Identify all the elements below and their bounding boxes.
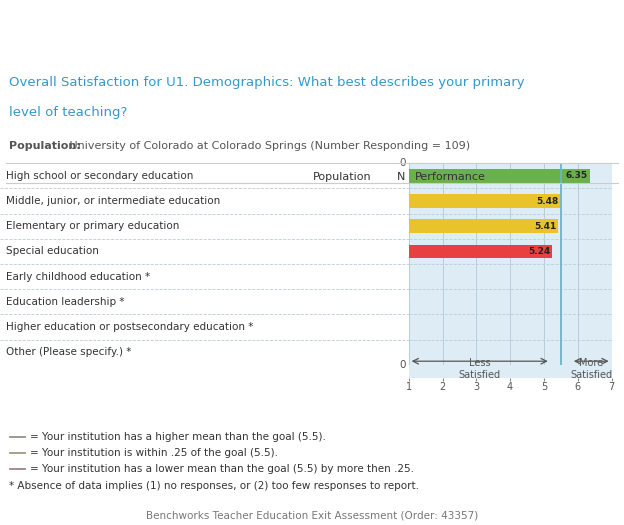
Text: level of teaching?: level of teaching? — [9, 106, 128, 119]
Text: Benchworks Teacher Education Exit Assessment (Order: 43357): Benchworks Teacher Education Exit Assess… — [146, 510, 478, 521]
Text: Middle, junior, or intermediate education: Middle, junior, or intermediate educatio… — [6, 196, 220, 206]
Text: Education leadership *: Education leadership * — [6, 297, 125, 307]
Text: Population:: Population: — [9, 141, 81, 151]
Bar — [409, 194, 560, 208]
Text: Less
Satisfied: Less Satisfied — [459, 359, 501, 380]
Text: N: N — [397, 172, 406, 182]
Bar — [9, 436, 25, 437]
Text: Overall Satisfaction for U1. Demographics: What best describes your primary: Overall Satisfaction for U1. Demographic… — [9, 76, 525, 89]
Text: = Your institution has a higher mean than the goal (5.5).: = Your institution has a higher mean tha… — [30, 432, 326, 442]
Bar — [409, 169, 590, 183]
Text: Other (Please specify.) *: Other (Please specify.) * — [6, 347, 132, 358]
Text: Higher education or postsecondary education *: Higher education or postsecondary educat… — [6, 322, 253, 332]
Text: Early childhood education *: Early childhood education * — [6, 271, 150, 282]
Text: Elementary or primary education: Elementary or primary education — [6, 221, 180, 232]
Bar — [9, 468, 25, 469]
Text: 5.41: 5.41 — [534, 222, 556, 231]
Text: 5.24: 5.24 — [528, 247, 550, 256]
Bar — [9, 452, 25, 453]
Text: Population: Population — [313, 172, 371, 182]
Bar — [409, 245, 552, 258]
Text: 6.35: 6.35 — [566, 171, 588, 181]
Text: University of Colorado at Colorado Springs (Number Responding = 109): University of Colorado at Colorado Sprin… — [66, 141, 470, 151]
Text: More
Satisfied: More Satisfied — [570, 359, 612, 380]
Text: Performance: Performance — [415, 172, 486, 182]
Text: 0: 0 — [399, 360, 406, 370]
Text: = Your institution has a lower mean than the goal (5.5) by more then .25.: = Your institution has a lower mean than… — [30, 464, 414, 474]
Text: = Your institution is within .25 of the goal (5.5).: = Your institution is within .25 of the … — [30, 448, 278, 458]
Text: High school or secondary education: High school or secondary education — [6, 171, 193, 181]
Bar — [409, 219, 558, 233]
Text: * Absence of data implies (1) no responses, or (2) too few responses to report.: * Absence of data implies (1) no respons… — [9, 481, 419, 491]
Text: 5.48: 5.48 — [536, 196, 558, 206]
Text: Special education: Special education — [6, 246, 99, 257]
Text: 0: 0 — [399, 158, 406, 169]
